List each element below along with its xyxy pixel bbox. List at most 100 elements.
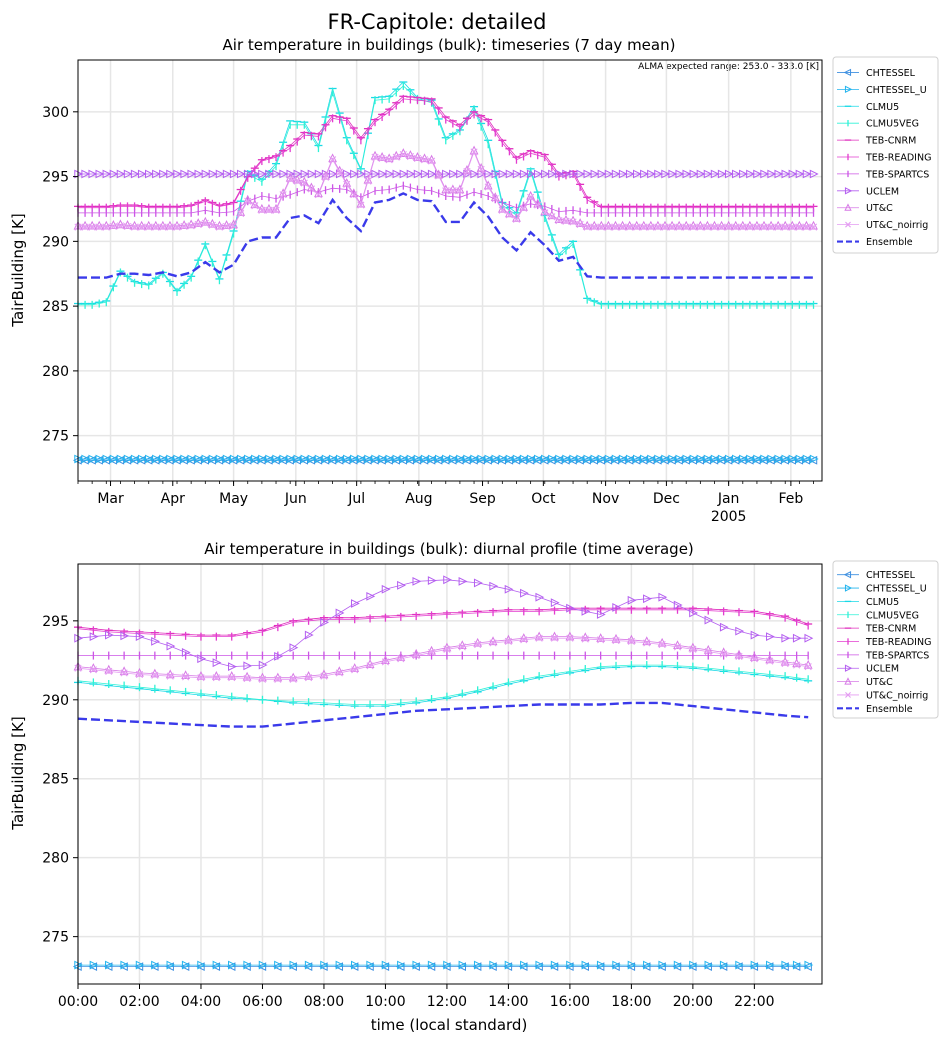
legend-label: Ensemble bbox=[866, 237, 913, 248]
y-tick-label: 285 bbox=[42, 772, 69, 788]
data-point bbox=[774, 169, 784, 179]
data-point bbox=[566, 603, 576, 613]
data-point bbox=[766, 657, 774, 665]
data-point bbox=[397, 580, 406, 590]
data-point bbox=[760, 223, 768, 231]
y-tick-label: 275 bbox=[42, 930, 69, 946]
legend-marker bbox=[844, 664, 853, 672]
data-point bbox=[304, 674, 313, 682]
top-chart-ylabel: TairBuilding [K] bbox=[9, 213, 27, 327]
x-tick-label: 06:00 bbox=[242, 994, 282, 1010]
data-point bbox=[739, 169, 748, 179]
data-point bbox=[512, 169, 522, 179]
data-point bbox=[581, 606, 591, 616]
data-point bbox=[335, 454, 345, 464]
data-point bbox=[640, 454, 649, 464]
data-point bbox=[505, 169, 515, 179]
data-point bbox=[180, 454, 190, 464]
series-utandc-noirrig bbox=[74, 148, 818, 231]
data-point bbox=[732, 454, 741, 464]
data-point bbox=[364, 454, 374, 464]
data-point bbox=[274, 675, 282, 683]
data-point bbox=[243, 960, 253, 970]
series-chtessel bbox=[72, 962, 812, 972]
figure-title: FR-Capitole: detailed bbox=[328, 10, 547, 34]
data-point bbox=[566, 634, 574, 642]
data-point bbox=[795, 223, 803, 231]
data-point bbox=[668, 223, 676, 231]
data-point bbox=[512, 454, 522, 464]
data-point bbox=[105, 667, 113, 675]
data-point bbox=[569, 169, 579, 179]
data-point bbox=[802, 454, 812, 464]
data-point bbox=[781, 633, 791, 643]
data-point bbox=[109, 169, 119, 179]
data-point bbox=[802, 223, 811, 231]
legend-entry-clmu5: CLMU5 bbox=[837, 102, 899, 113]
data-point bbox=[350, 454, 359, 464]
data-point bbox=[251, 202, 259, 210]
data-point bbox=[576, 169, 586, 179]
data-point bbox=[625, 169, 635, 179]
data-point bbox=[427, 648, 436, 657]
data-point bbox=[735, 652, 743, 660]
data-point bbox=[774, 223, 782, 231]
legend-box bbox=[832, 560, 939, 719]
data-point bbox=[583, 169, 593, 179]
data-point bbox=[526, 454, 536, 464]
data-point bbox=[251, 454, 260, 464]
data-point bbox=[123, 454, 133, 464]
data-point bbox=[397, 960, 406, 970]
data-point bbox=[229, 454, 239, 464]
data-point bbox=[222, 169, 232, 179]
data-point bbox=[343, 180, 351, 188]
data-point bbox=[413, 169, 423, 179]
data-point bbox=[222, 222, 231, 231]
data-point bbox=[180, 169, 190, 179]
data-point bbox=[258, 206, 266, 214]
data-point bbox=[109, 222, 117, 231]
data-point bbox=[434, 454, 444, 464]
legend-entry-clmu5: CLMU5 bbox=[837, 597, 899, 608]
data-point bbox=[286, 454, 296, 464]
data-point bbox=[498, 206, 506, 214]
series-teb-spartcs bbox=[77, 651, 809, 660]
data-point bbox=[533, 169, 543, 179]
data-point bbox=[201, 219, 209, 227]
data-point bbox=[484, 183, 492, 191]
data-point bbox=[753, 454, 763, 464]
data-point bbox=[675, 454, 685, 464]
data-point bbox=[81, 223, 89, 231]
x-tick-label: 22:00 bbox=[734, 994, 774, 1010]
data-point bbox=[675, 169, 685, 179]
legend-marker bbox=[843, 68, 852, 77]
data-point bbox=[682, 454, 692, 464]
data-point bbox=[654, 223, 662, 231]
data-point bbox=[627, 637, 635, 645]
data-point bbox=[489, 639, 497, 647]
data-point bbox=[135, 670, 144, 679]
legend-marker bbox=[844, 187, 853, 195]
data-point bbox=[152, 454, 161, 464]
top-chart-series bbox=[72, 81, 819, 465]
data-point bbox=[399, 454, 409, 464]
data-point bbox=[658, 592, 668, 602]
data-point bbox=[187, 169, 197, 179]
y-tick-label: 275 bbox=[42, 429, 69, 445]
x-tick-label: Sep bbox=[469, 491, 496, 507]
data-point bbox=[555, 217, 563, 225]
legend-marker bbox=[845, 692, 851, 698]
legend-entry-utandc-noirrig: UT&C_noirrig bbox=[837, 220, 928, 231]
data-point bbox=[244, 197, 252, 205]
data-point bbox=[590, 223, 598, 231]
data-point bbox=[449, 169, 458, 179]
data-point bbox=[272, 206, 280, 214]
data-point bbox=[781, 454, 791, 464]
data-point bbox=[809, 169, 819, 179]
legend-entry-uclem: UCLEM bbox=[837, 664, 899, 675]
y-tick-label: 285 bbox=[42, 299, 69, 315]
legend-entry-utandc-noirrig: UT&C_noirrig bbox=[837, 690, 928, 701]
data-point bbox=[725, 223, 733, 231]
data-point bbox=[541, 209, 549, 217]
data-point bbox=[611, 454, 621, 464]
